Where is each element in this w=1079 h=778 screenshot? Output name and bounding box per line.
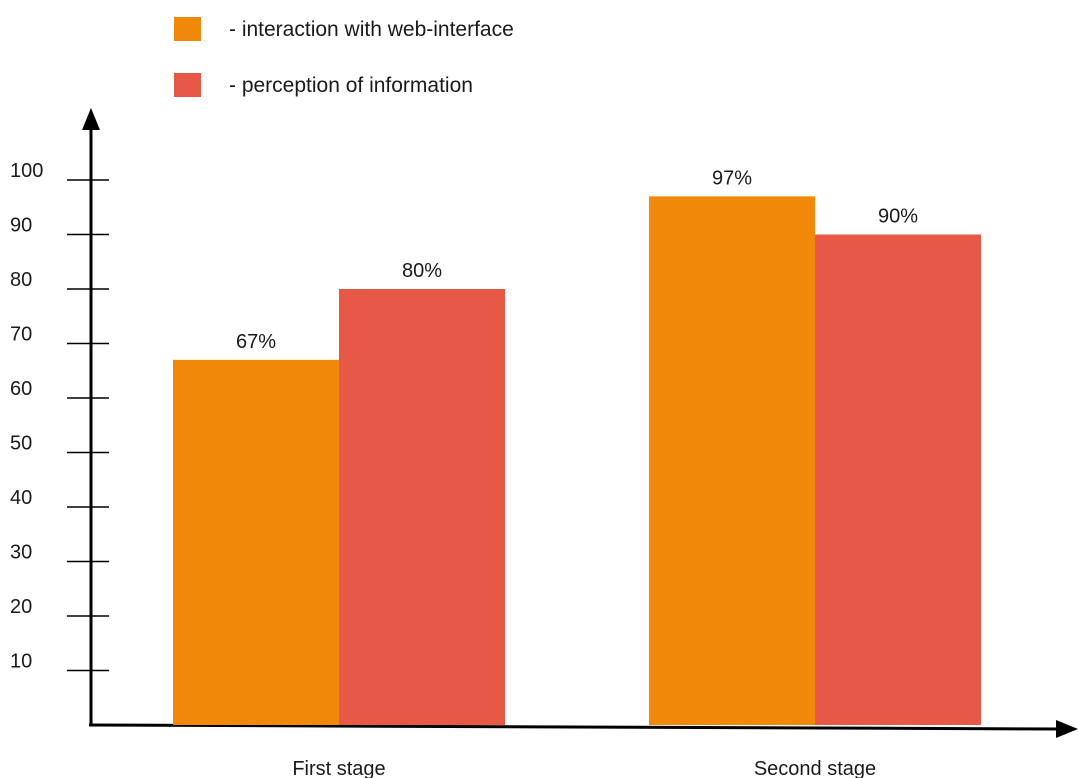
legend-label-2: - perception of information (229, 74, 473, 97)
y-tick-label: 60 (10, 378, 32, 400)
chart-legend: - interaction with web-interface - percep… (174, 17, 514, 97)
x-axis-line (88, 723, 1061, 731)
y-tick-label: 40 (10, 487, 32, 509)
y-tick-label: 10 (10, 651, 32, 673)
legend-swatch-2 (174, 73, 201, 97)
legend-swatch-1 (174, 17, 201, 41)
data-label-1-1: 67% (236, 331, 276, 353)
y-tick-label: 100 (10, 160, 43, 182)
bar-1-1 (173, 359, 339, 725)
x-axis-arrow (1056, 720, 1078, 738)
y-tick-label: 70 (10, 324, 32, 346)
data-labels: 67% 80% 97% 90% (236, 167, 918, 353)
data-label-2-1: 80% (402, 260, 442, 282)
category-label-2: Second stage (754, 758, 876, 778)
y-tick-label: 50 (10, 433, 32, 455)
chart-axes (82, 108, 1078, 738)
bar-1-2 (649, 196, 815, 726)
bar-2-2 (815, 234, 981, 725)
data-label-1-2: 97% (712, 167, 752, 189)
data-label-2-2: 90% (878, 206, 918, 228)
legend-label-1: - interaction with web-interface (229, 18, 514, 41)
category-label-1: First stage (292, 758, 385, 778)
y-tick-label: 30 (10, 542, 32, 564)
y-tick-label: 20 (10, 596, 32, 618)
y-axis-arrow (82, 108, 100, 130)
y-ticks: 10 20 30 40 50 60 70 80 90 100 (10, 160, 109, 673)
y-tick-label: 80 (10, 269, 32, 291)
y-tick-label: 90 (10, 215, 32, 237)
category-labels: First stage Second stage (292, 758, 876, 778)
bars (173, 196, 981, 726)
bar-2-1 (339, 289, 505, 725)
